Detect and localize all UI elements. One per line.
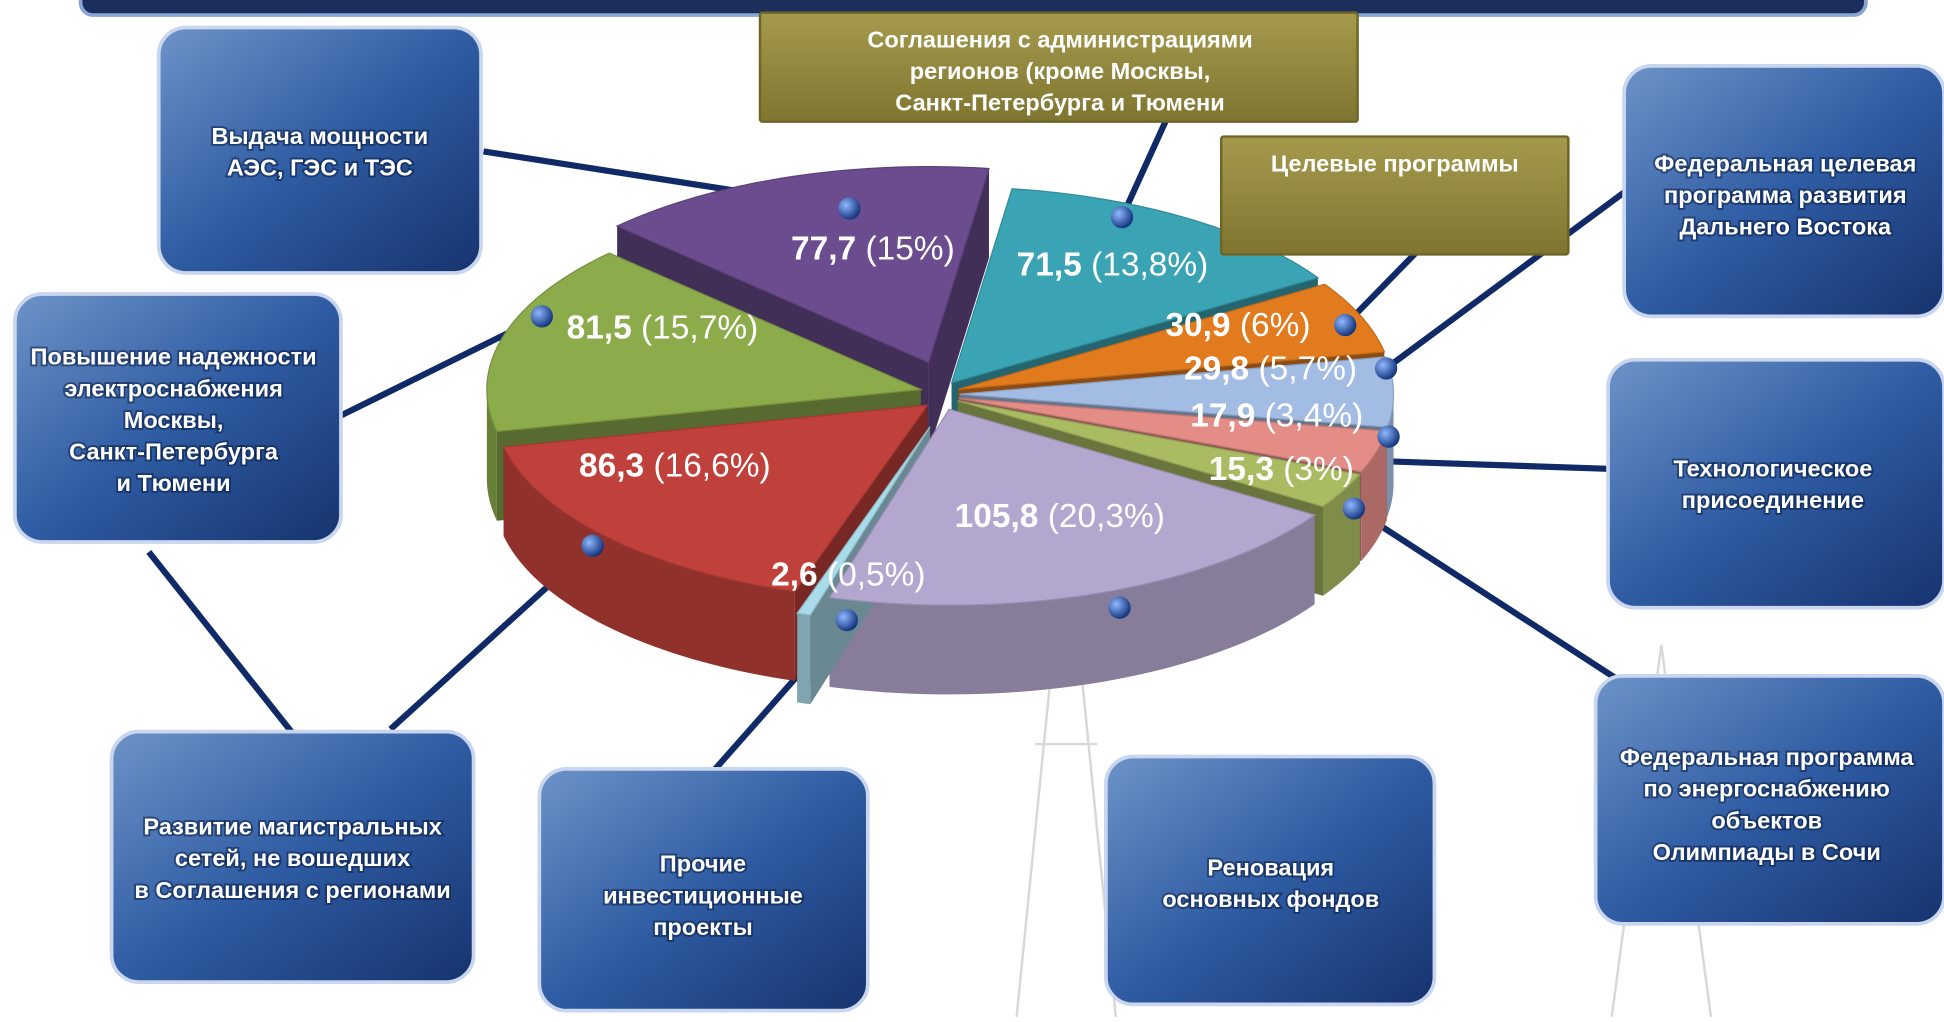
photo-box	[159, 27, 481, 272]
callout-dot	[1343, 497, 1365, 519]
callout-text: Москвы,	[124, 407, 224, 433]
value-number: 77,7	[791, 230, 856, 267]
value-number: 71,5	[1017, 246, 1082, 283]
callout-text: Повышение надежности	[31, 344, 317, 370]
callout-text: Соглашения с администрациями	[867, 26, 1252, 52]
callout-text: по энергоснабжению	[1644, 776, 1890, 802]
callout-dot	[531, 305, 553, 327]
callout-dot	[1111, 206, 1133, 228]
callout-dot	[1377, 425, 1399, 447]
value-number: 15,3	[1209, 451, 1274, 488]
value-percent: (6%)	[1240, 307, 1311, 344]
value-label: 77,7 (15%)	[791, 230, 955, 267]
callout-text: Олимпиады в Сочи	[1653, 839, 1881, 865]
callout-text: Прочие	[660, 851, 746, 877]
callout-text: Санкт-Петербурга и Тюмени	[895, 90, 1224, 116]
value-number: 105,8	[955, 498, 1039, 535]
callout-dot	[1334, 314, 1356, 336]
value-number: 81,5	[567, 310, 632, 347]
callout-text: основных фондов	[1162, 886, 1379, 912]
value-number: 30,9	[1165, 307, 1230, 344]
callout-dot	[581, 535, 603, 557]
value-label: 30,9 (6%)	[1165, 307, 1310, 344]
value-label: 86,3 (16,6%)	[579, 447, 771, 484]
value-number: 29,8	[1184, 351, 1249, 388]
callout-dot	[838, 197, 860, 219]
callout-text: проекты	[653, 914, 753, 940]
value-label: 81,5 (15,7%)	[567, 310, 759, 347]
value-number: 86,3	[579, 447, 644, 484]
callout-text: АЭС, ГЭС и ТЭС	[227, 155, 413, 181]
callout-dot	[1375, 357, 1397, 379]
callout-text: Санкт-Петербурга	[69, 439, 279, 465]
value-label: 15,3 (3%)	[1209, 451, 1354, 488]
callout-dot	[836, 609, 858, 631]
callout-text: программа развития	[1664, 182, 1907, 208]
page: {"chart_data": {"type": "pie", "values":…	[0, 0, 1944, 1017]
value-label: 29,8 (5,7%)	[1184, 351, 1357, 388]
value-label: 17,9 (3,4%)	[1190, 398, 1363, 435]
value-number: 17,9	[1190, 398, 1255, 435]
callout-text: Федеральная целевая	[1654, 150, 1916, 176]
callout-text: Выдача мощности	[212, 123, 429, 149]
chart: Соглашения с администрациями регионов (кр…	[0, 0, 1944, 1017]
callout-text: Реновация	[1207, 854, 1334, 880]
value-percent: (15%)	[865, 230, 954, 267]
value-percent: (16,6%)	[653, 447, 770, 484]
callout-text: инвестиционные	[603, 882, 803, 908]
value-percent: (13,8%)	[1091, 246, 1208, 283]
value-label: 2,6 (0,5%)	[771, 556, 925, 593]
value-percent: (3,4%)	[1265, 398, 1364, 435]
value-percent: (0,5%)	[827, 556, 926, 593]
callout-text: Технологическое	[1673, 455, 1872, 481]
callout-text: Целевые программы	[1271, 150, 1519, 176]
callout-text: присоединение	[1682, 487, 1864, 513]
callout-text: и Тюмени	[117, 470, 231, 496]
callout-text: регионов (кроме Москвы,	[910, 58, 1211, 84]
value-percent: (15,7%)	[641, 310, 758, 347]
callout-text: Дальнего Востока	[1679, 214, 1892, 240]
callout-text: в Соглашения с регионами	[134, 877, 450, 903]
value-label: 71,5 (13,8%)	[1017, 246, 1209, 283]
photo-box	[1608, 360, 1944, 608]
value-label: 105,8 (20,3%)	[955, 498, 1165, 535]
callout-text: сетей, не вошедших	[175, 845, 410, 871]
value-number: 2,6	[771, 556, 818, 593]
callout-text: электроснабжения	[64, 375, 283, 401]
value-percent: (20,3%)	[1048, 498, 1165, 535]
callout-text: Федеральная программа	[1620, 744, 1915, 770]
callout-dot	[1108, 597, 1130, 619]
callout-text: Развитие магистральных	[143, 814, 442, 840]
value-percent: (3%)	[1283, 451, 1354, 488]
slice-wall	[797, 613, 810, 704]
callout-text: объектов	[1711, 807, 1822, 833]
value-percent: (5,7%)	[1258, 351, 1357, 388]
